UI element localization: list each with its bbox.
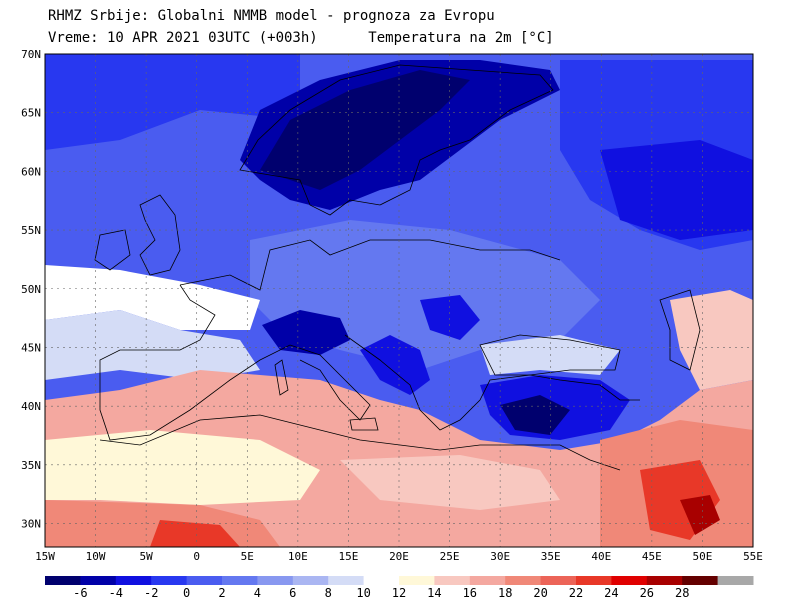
map-frame bbox=[44, 53, 754, 548]
colorbar-label: 0 bbox=[183, 586, 190, 600]
colorbar-swatch bbox=[611, 576, 648, 585]
field-iberia-north bbox=[45, 310, 260, 380]
lon-tick-label: 5W bbox=[140, 550, 154, 563]
header-title: RHMZ Srbije: Globalni NMMB model - progn… bbox=[48, 8, 495, 24]
colorbar-swatch bbox=[45, 576, 81, 585]
latitude-labels: 70N 65N 60N 55N 50N 45N 40N 35N 30N bbox=[21, 48, 41, 531]
lon-tick-label: 35E bbox=[541, 550, 561, 563]
field-arabia-core bbox=[680, 495, 720, 535]
coast-caspian bbox=[659, 289, 701, 371]
lon-tick-label: 0 bbox=[193, 550, 200, 563]
colorbar-swatch bbox=[186, 576, 223, 585]
coast-britain bbox=[139, 194, 181, 276]
colorbar-swatch bbox=[576, 576, 612, 585]
colorbar-label: -6 bbox=[73, 586, 87, 600]
field-scandinavia-core bbox=[260, 70, 470, 190]
coast-black-sea bbox=[479, 334, 621, 376]
colorbar-swatch bbox=[682, 576, 719, 585]
colorbar-swatch bbox=[363, 576, 400, 585]
field-sahara-hot bbox=[150, 520, 240, 547]
colorbar-label: 12 bbox=[392, 586, 406, 600]
coast-north-europe bbox=[179, 239, 561, 291]
coast-scandinavia bbox=[239, 64, 554, 216]
colorbar-label: 10 bbox=[356, 586, 370, 600]
colorbar-swatch bbox=[540, 576, 577, 585]
field-balkans bbox=[360, 335, 430, 395]
colorbar-label: 16 bbox=[463, 586, 477, 600]
colorbar-swatch bbox=[80, 576, 117, 585]
lat-tick-label: 30N bbox=[21, 518, 41, 531]
colorbar-label: 26 bbox=[640, 586, 654, 600]
field-black-sea bbox=[480, 335, 620, 375]
colorbar-swatch bbox=[222, 576, 258, 585]
field-anatolia-core bbox=[500, 395, 570, 435]
colorbar-label: -4 bbox=[109, 586, 123, 600]
lat-tick-label: 45N bbox=[21, 341, 41, 354]
colorbar-swatch bbox=[257, 576, 294, 585]
colorbar-swatch bbox=[434, 576, 471, 585]
field-north-atlantic bbox=[45, 54, 300, 150]
colorbar-label: 2 bbox=[218, 586, 225, 600]
lon-tick-label: 55E bbox=[743, 550, 763, 563]
colorbar-label: 18 bbox=[498, 586, 512, 600]
colorbar-swatch bbox=[469, 576, 506, 585]
lon-tick-label: 50E bbox=[692, 550, 712, 563]
lon-tick-label: 30E bbox=[490, 550, 510, 563]
temperature-field bbox=[45, 54, 753, 547]
lon-tick-label: 40E bbox=[591, 550, 611, 563]
colorbar-label: 28 bbox=[675, 586, 689, 600]
lat-tick-label: 65N bbox=[21, 107, 41, 120]
field-biscay bbox=[45, 265, 260, 330]
colorbar-label: 6 bbox=[289, 586, 296, 600]
lat-tick-label: 40N bbox=[21, 400, 41, 413]
lon-tick-label: 5E bbox=[241, 550, 254, 563]
coast-corsica bbox=[274, 359, 289, 396]
header-subtitle: Vreme: 10 APR 2021 03UTC (+003h) Tempera… bbox=[48, 30, 554, 46]
colorbar-swatch bbox=[505, 576, 542, 585]
lat-tick-label: 70N bbox=[21, 48, 41, 61]
coastlines bbox=[94, 64, 701, 471]
lon-tick-label: 15W bbox=[35, 550, 55, 563]
lon-tick-label: 20E bbox=[389, 550, 409, 563]
coast-west-mediterranean bbox=[99, 284, 371, 441]
field-carpathians bbox=[420, 295, 480, 340]
lon-tick-label: 10W bbox=[86, 550, 106, 563]
coast-north-africa bbox=[99, 414, 621, 471]
graticule bbox=[45, 54, 753, 547]
colorbar-swatch bbox=[328, 576, 365, 585]
lon-tick-label: 25E bbox=[440, 550, 460, 563]
field-libya-egypt bbox=[340, 455, 560, 510]
colorbar-swatch bbox=[399, 576, 435, 585]
colorbar-label: 24 bbox=[604, 586, 618, 600]
lon-tick-label: 10E bbox=[288, 550, 308, 563]
field-sahara-north bbox=[45, 430, 320, 505]
colorbar-swatch bbox=[115, 576, 152, 585]
colorbar-swatch bbox=[151, 576, 188, 585]
lat-tick-label: 50N bbox=[21, 283, 41, 296]
lat-tick-label: 35N bbox=[21, 459, 41, 472]
colorbar-swatch bbox=[717, 576, 754, 585]
colorbar-label: 22 bbox=[569, 586, 583, 600]
field-caspian bbox=[670, 290, 753, 390]
colorbar-label: 8 bbox=[325, 586, 332, 600]
field-russia-core bbox=[600, 140, 753, 240]
colorbar-label: 14 bbox=[427, 586, 441, 600]
colorbar-swatch bbox=[646, 576, 683, 585]
lon-tick-label: 45E bbox=[642, 550, 662, 563]
lat-tick-label: 55N bbox=[21, 224, 41, 237]
coast-sicily bbox=[349, 417, 379, 431]
coast-ireland bbox=[94, 229, 131, 271]
lon-tick-label: 15E bbox=[338, 550, 358, 563]
colorbar-label: 4 bbox=[254, 586, 261, 600]
colorbar-swatch bbox=[292, 576, 329, 585]
colorbar-label: -2 bbox=[144, 586, 158, 600]
colorbar-label: 20 bbox=[533, 586, 547, 600]
lat-tick-label: 60N bbox=[21, 165, 41, 178]
longitude-labels: 15W 10W 5W 0 5E 10E 15E 20E 25E 30E 35E 40E 45E 50E 55… bbox=[35, 550, 763, 563]
field-alps bbox=[262, 310, 350, 355]
colorbar: -6 -4 -2 0 2 4 6 8 10 12 14 16 18 20 22 24 26 28 bbox=[45, 576, 754, 600]
coast-east-mediterranean bbox=[344, 334, 640, 431]
